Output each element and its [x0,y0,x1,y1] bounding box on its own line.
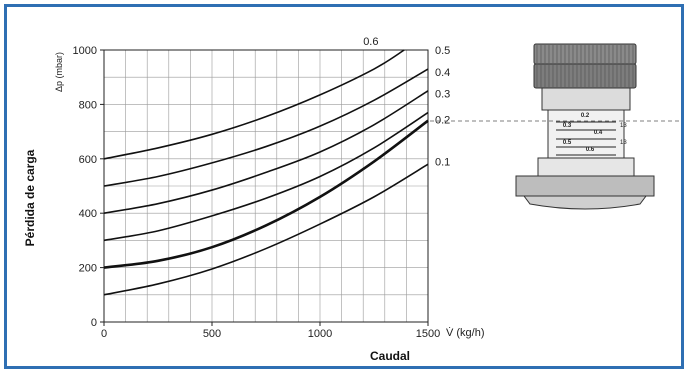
series-label-side: 0.3 [435,89,450,101]
series-label-side: 0.2 [435,114,450,126]
scale-label: 0.2 [581,113,590,119]
y-unit-label: Δp (mbar) [54,52,64,92]
y-tick-label: 200 [79,263,97,275]
scale-label: 0.3 [563,123,572,129]
y-tick-label: 800 [79,99,97,111]
series-line-0.3 [103,111,429,242]
scale-label: 0.5 [563,140,572,146]
series-line-0.4 [103,90,429,214]
series-line-0.1 [103,163,429,296]
series-label-top: 0.6 [363,36,378,48]
x-axis-title: Caudal [370,349,410,363]
series-label-side: 0.5 [435,45,450,57]
series-lines [103,49,429,296]
x-tick-label: 1500 [416,328,440,340]
knurling [536,45,634,87]
series-line-0.6 [103,49,405,160]
y-tick-label: 400 [79,208,97,220]
scale-side-mark: 13 [620,123,627,129]
x-tick-label: 1000 [308,328,332,340]
y-axis-title: Pérdida de carga [23,149,37,246]
valve-neck [541,87,631,111]
x-unit-label: V̇ (kg/h) [446,326,485,339]
tick-labels: 0 500 1000 1500 0 200 400 600 800 1000 0.6 0.5 0.4 0.… [73,36,451,340]
scale-label: 0.6 [586,147,595,153]
valve-scale: 0.2 0.3 0.4 0.5 0.6 13 13 [556,113,627,156]
series-label-side: 0.1 [435,157,450,169]
scale-side-mark: 13 [620,140,627,146]
series-line-0.2 [103,119,429,269]
grid [104,50,428,322]
x-tick-label: 0 [101,328,107,340]
valve-collar [537,157,635,177]
valve-nut [515,175,655,197]
series-label-side: 0.4 [435,67,450,79]
axes [100,49,429,326]
scale-label: 0.4 [594,130,603,136]
y-tick-label: 600 [79,154,97,166]
valve-illustration: 0.2 0.3 0.4 0.5 0.6 13 13 [430,43,680,210]
x-tick-label: 500 [203,328,221,340]
valve-base [523,195,647,210]
y-tick-label: 1000 [73,45,97,57]
series-line-0.5 [103,68,429,187]
valve-scale-body [547,109,625,159]
y-tick-label: 0 [91,317,97,329]
